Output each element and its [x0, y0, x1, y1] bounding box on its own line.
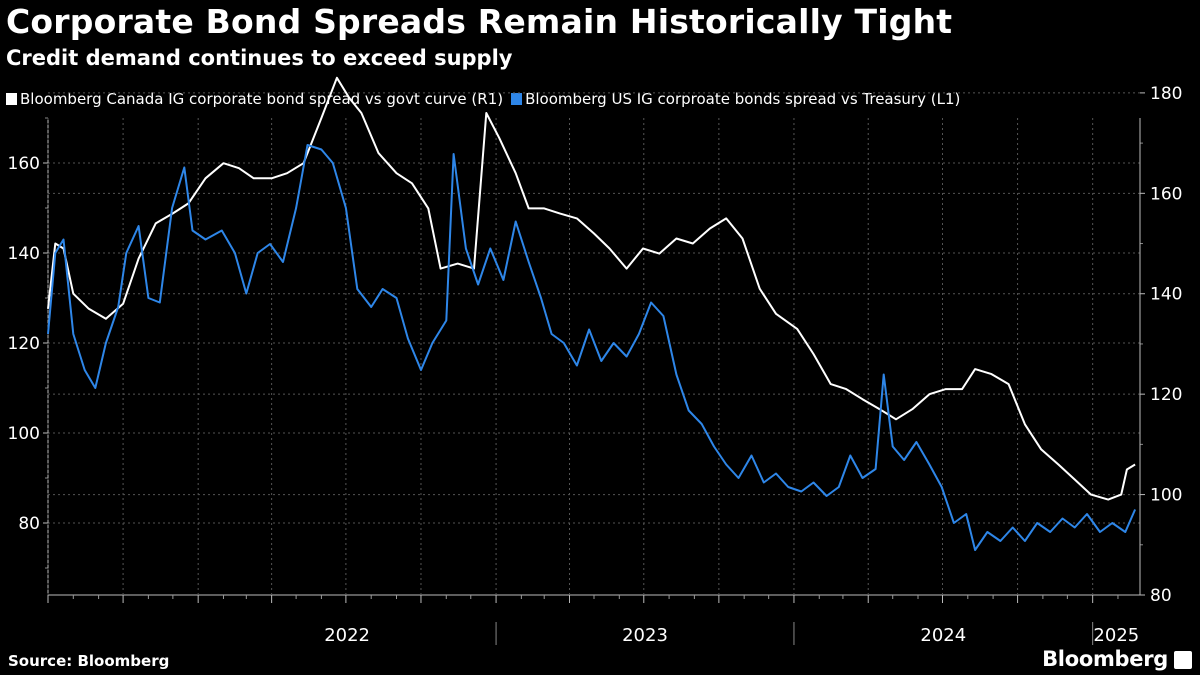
legend-label-canada: Bloomberg Canada IG corporate bond sprea…: [20, 90, 504, 108]
legend-label-us: Bloomberg US IG corproate bonds spread v…: [525, 90, 961, 108]
y-right-tick-label: 180: [1150, 84, 1182, 104]
bloomberg-terminal-icon: [1174, 651, 1192, 669]
x-year-label: 2025: [1093, 625, 1139, 646]
y-right-tick-label: 140: [1150, 285, 1182, 305]
source-note: Source: Bloomberg: [8, 652, 170, 670]
x-year-label: 2022: [324, 625, 370, 646]
series-line-canada: [47, 76, 1136, 501]
y-right-tick-label: 160: [1150, 184, 1182, 204]
x-year-label: 2023: [622, 625, 668, 646]
y-left-tick-label: 80: [18, 514, 40, 534]
y-left-tick-label: 160: [8, 154, 40, 174]
y-right-tick-label: 80: [1150, 586, 1172, 606]
x-year-label: 2024: [920, 625, 966, 646]
chart-title: Corporate Bond Spreads Remain Historical…: [6, 2, 953, 41]
y-left-tick-label: 140: [8, 244, 40, 264]
series-line-us: [47, 144, 1137, 551]
y-right-tick-label: 100: [1150, 486, 1182, 506]
y-left-tick-label: 120: [8, 334, 40, 354]
y-left-tick-label: 100: [8, 424, 40, 444]
chart-legend: Bloomberg Canada IG corporate bond sprea…: [6, 90, 968, 108]
legend-item-us: Bloomberg US IG corproate bonds spread v…: [511, 90, 960, 108]
legend-swatch-us: [511, 93, 523, 105]
brand-logo: Bloomberg: [1042, 647, 1168, 671]
y-right-tick-label: 120: [1150, 385, 1182, 405]
legend-swatch-canada: [6, 93, 17, 105]
legend-item-canada: Bloomberg Canada IG corporate bond sprea…: [6, 90, 503, 108]
chart-subtitle: Credit demand continues to exceed supply: [6, 46, 513, 70]
